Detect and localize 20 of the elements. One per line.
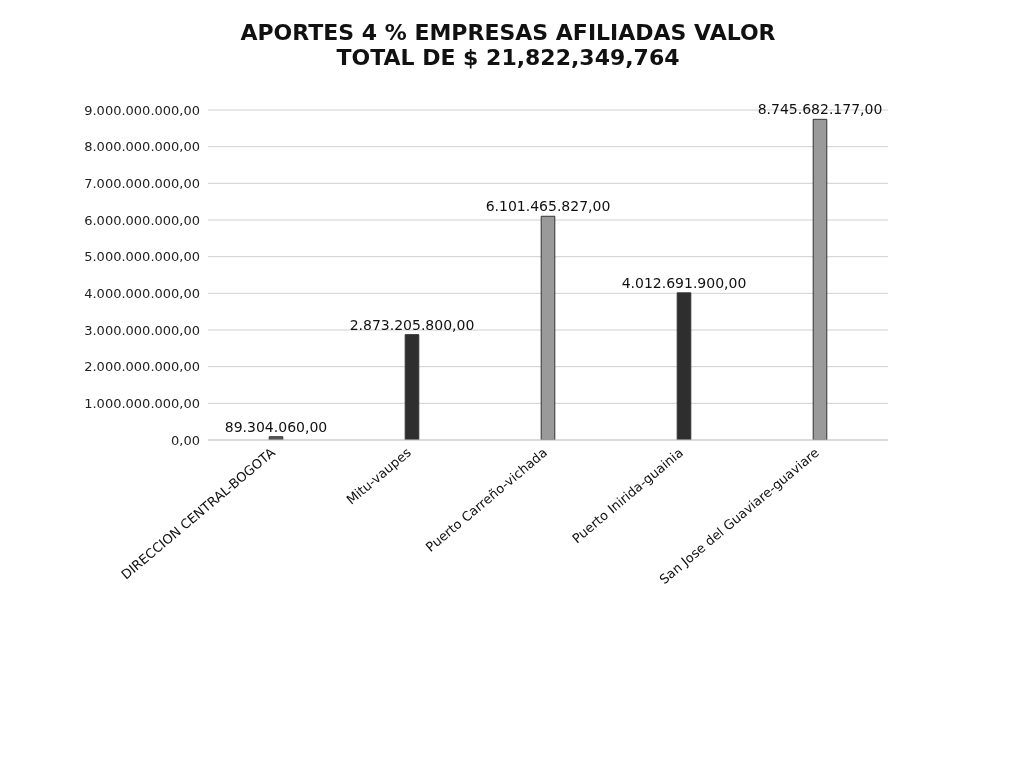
data-label: 6.101.465.827,00 [485, 198, 611, 215]
bar [540, 215, 556, 440]
bar [676, 292, 692, 440]
y-tick-label: 0,00 [171, 432, 200, 448]
y-tick-label: 9.000.000.000,00 [84, 102, 200, 118]
data-label: 89.304.060,00 [224, 418, 328, 435]
y-tick-label: 5.000.000.000,00 [84, 249, 200, 265]
chart-title: APORTES 4 % EMPRESAS AFILIADAS VALOR TOTAL DE $ 21,822,349,764 [239, 20, 777, 70]
bar [812, 118, 828, 440]
y-tick-label: 8.000.000.000,00 [84, 139, 200, 155]
data-label: 2.873.205.800,00 [349, 316, 475, 333]
bar [404, 334, 420, 440]
y-tick-label: 2.000.000.000,00 [84, 359, 200, 375]
y-tick-label: 3.000.000.000,00 [84, 322, 200, 338]
y-tick-label: 6.000.000.000,00 [84, 212, 200, 228]
data-label: 8.745.682.177,00 [757, 101, 883, 118]
data-label: 4.012.691.900,00 [621, 274, 747, 291]
y-tick-label: 7.000.000.000,00 [84, 175, 200, 191]
y-tick-label: 4.000.000.000,00 [84, 285, 200, 301]
y-tick-label: 1.000.000.000,00 [84, 395, 200, 411]
